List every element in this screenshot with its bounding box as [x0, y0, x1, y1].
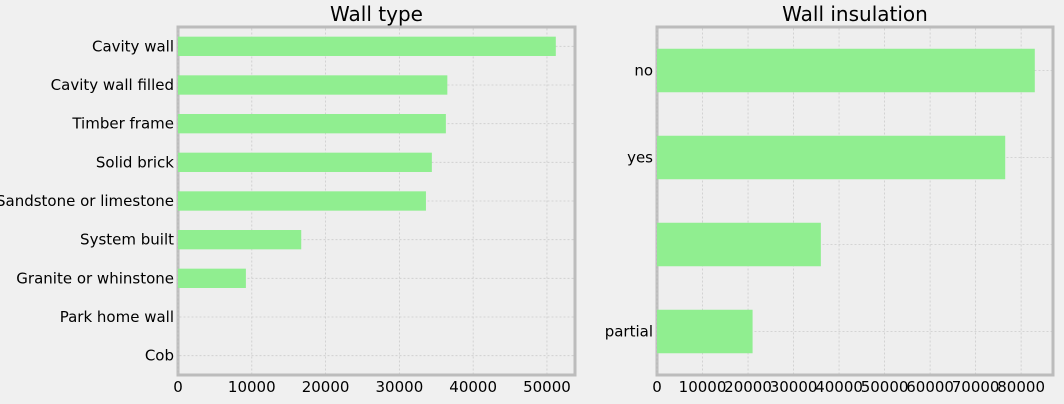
wall-insulation-x-tick-label: 10000	[679, 378, 727, 396]
wall-insulation-chart: 0 100002000030000400005000060000700008000…	[605, 2, 1055, 396]
wall-type-category-label: System built	[80, 231, 174, 249]
wall-insulation-category-label: yes	[627, 149, 653, 167]
wall-type-bar	[178, 114, 446, 134]
wall-type-category-label: Sandstone or limestone	[0, 192, 174, 210]
wall-type-category-label: Cavity wall filled	[51, 76, 174, 94]
wall-type-bar	[178, 75, 448, 95]
wall-type-chart: 0 10000 20000 30000 40000 50000 Cavity wall Cav…	[0, 2, 577, 396]
wall-insulation-category-label: no	[634, 62, 653, 80]
wall-insulation-x-tick-label: 20000	[724, 378, 772, 396]
wall-type-bar	[178, 36, 556, 56]
wall-insulation-bar	[657, 309, 753, 354]
wall-type-category-label: Cavity wall	[92, 37, 174, 55]
wall-type-x-tick-label: 10000	[228, 378, 276, 396]
wall-insulation-chart-title: Wall insulation	[782, 2, 928, 26]
wall-insulation-x-tick-label: 70000	[952, 378, 1000, 396]
wall-type-category-label: Granite or whinstone	[16, 269, 174, 287]
wall-insulation-bar	[657, 48, 1035, 93]
wall-type-bar	[178, 152, 432, 172]
wall-type-x-tick-label: 0	[173, 378, 183, 396]
wall-type-chart-title: Wall type	[330, 2, 423, 26]
wall-type-bar	[178, 268, 246, 288]
wall-insulation-x-tick-label: 50000	[861, 378, 909, 396]
wall-insulation-bar	[657, 135, 1006, 180]
wall-type-category-label: Solid brick	[96, 153, 174, 171]
wall-insulation-x-tick-label: 0	[652, 378, 662, 396]
wall-type-x-tick-label: 40000	[449, 378, 497, 396]
wall-type-bar	[178, 191, 426, 211]
wall-insulation-x-tick-label: 60000	[906, 378, 954, 396]
wall-type-x-tick-label: 20000	[302, 378, 350, 396]
wall-type-category-label: Park home wall	[60, 308, 174, 326]
wall-insulation-x-tick-label: 40000	[815, 378, 863, 396]
wall-insulation-x-tick-label: 30000	[770, 378, 818, 396]
wall-insulation-bar	[657, 222, 821, 267]
wall-insulation-x-tick-label: 80000	[997, 378, 1045, 396]
wall-type-x-tick-label: 30000	[376, 378, 424, 396]
wall-type-category-label: Cob	[145, 347, 174, 365]
wall-insulation-category-label: partial	[605, 323, 653, 341]
wall-type-x-tick-label: 50000	[523, 378, 571, 396]
wall-type-category-label: Timber frame	[71, 115, 174, 133]
wall-type-bar	[178, 230, 302, 250]
